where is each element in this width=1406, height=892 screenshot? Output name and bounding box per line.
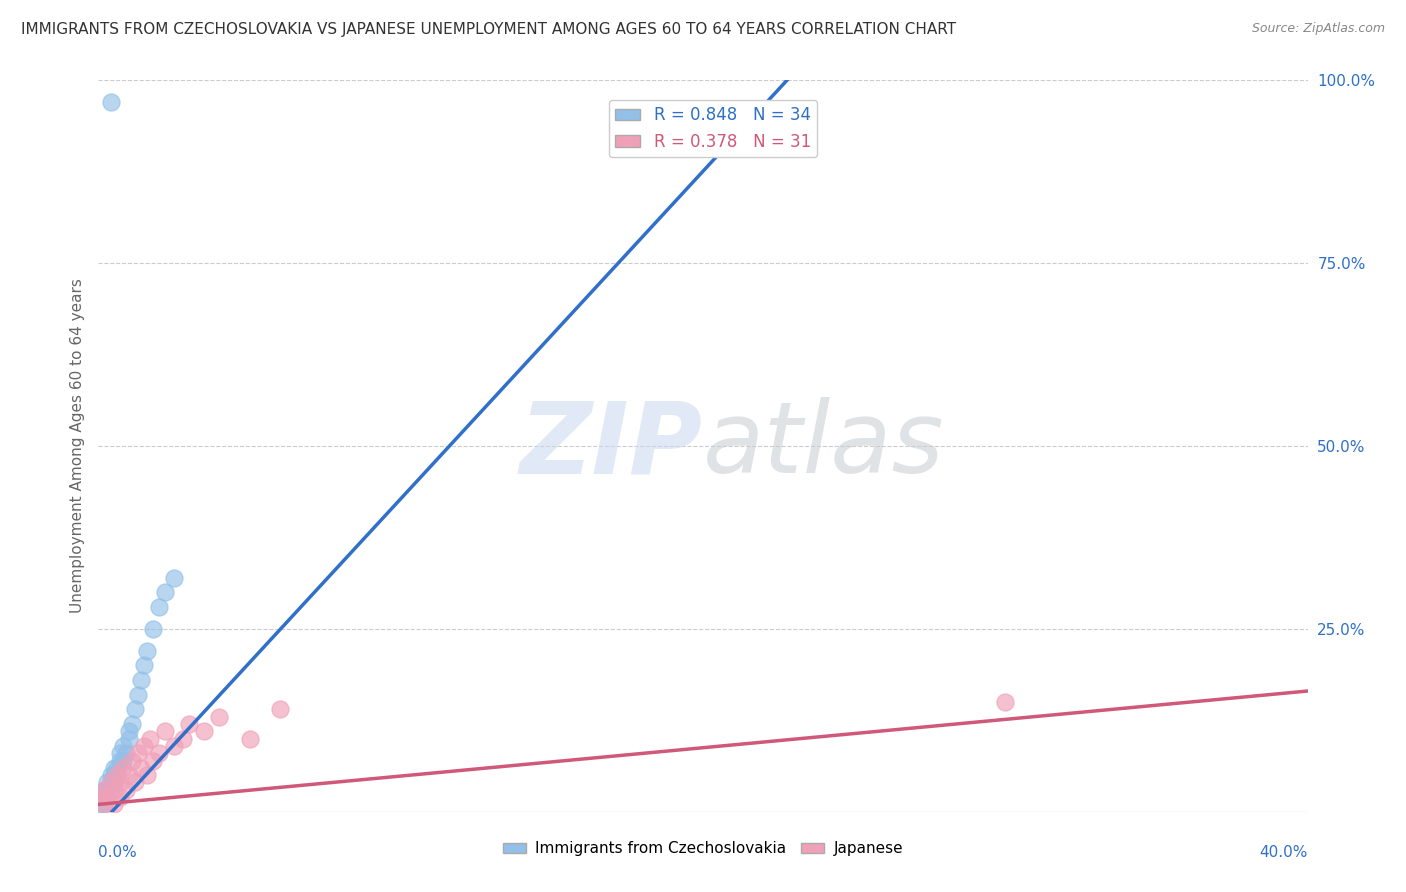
Point (90, 797, 112, 812)
Point (103, 782, 125, 797)
Point (269, 702, 291, 716)
Point (103, 761, 125, 775)
Point (124, 775, 146, 789)
Point (111, 761, 134, 775)
Point (121, 754, 143, 768)
Point (148, 746, 170, 760)
Point (114, 782, 136, 797)
Point (111, 739, 134, 753)
Point (127, 688, 149, 702)
Point (108, 790, 131, 805)
Point (105, 768, 128, 782)
Point (100, 95, 122, 110)
Point (121, 717, 143, 731)
Point (118, 768, 141, 782)
Point (105, 768, 128, 782)
Point (93, 790, 115, 805)
Point (132, 658, 155, 673)
Point (163, 571, 186, 585)
Point (139, 731, 162, 746)
Text: IMMIGRANTS FROM CZECHOSLOVAKIA VS JAPANESE UNEMPLOYMENT AMONG AGES 60 TO 64 YEAR: IMMIGRANTS FROM CZECHOSLOVAKIA VS JAPANE… (21, 22, 956, 37)
Point (163, 739, 186, 753)
Point (148, 599, 170, 614)
Point (193, 724, 215, 739)
Point (153, 724, 176, 739)
Point (93, 797, 115, 812)
Point (96, 775, 118, 789)
Point (108, 775, 131, 789)
Point (179, 717, 201, 731)
Point (135, 644, 157, 658)
Point (135, 768, 157, 782)
Point (93, 797, 115, 812)
Point (124, 702, 146, 716)
Point (118, 724, 141, 739)
Point (105, 761, 128, 775)
Point (129, 673, 152, 687)
Point (100, 775, 122, 789)
Point (100, 768, 122, 782)
Point (90, 790, 112, 805)
Point (994, 695, 1017, 709)
Point (239, 731, 262, 746)
Y-axis label: Unemployment Among Ages 60 to 64 years: Unemployment Among Ages 60 to 64 years (69, 278, 84, 614)
Point (172, 731, 194, 746)
Point (103, 797, 125, 812)
Text: Source: ZipAtlas.com: Source: ZipAtlas.com (1251, 22, 1385, 36)
Point (96, 790, 118, 805)
Point (96, 782, 118, 797)
Text: ZIP: ZIP (520, 398, 703, 494)
Point (132, 739, 155, 753)
Point (90, 790, 112, 805)
Text: atlas: atlas (703, 398, 945, 494)
Text: 0.0%: 0.0% (98, 845, 138, 860)
Point (127, 746, 149, 760)
Point (118, 731, 141, 746)
Point (142, 622, 165, 636)
Point (103, 768, 125, 782)
Point (111, 754, 134, 768)
Point (114, 746, 136, 760)
Point (142, 754, 165, 768)
Point (108, 746, 131, 760)
Point (100, 775, 122, 789)
Point (103, 775, 125, 789)
Point (93, 782, 115, 797)
Point (153, 585, 176, 599)
Legend: Immigrants from Czechoslovakia, Japanese: Immigrants from Czechoslovakia, Japanese (496, 836, 910, 863)
Point (208, 709, 231, 723)
Point (108, 754, 131, 768)
Text: 40.0%: 40.0% (1260, 845, 1308, 860)
Point (93, 782, 115, 797)
Point (100, 782, 122, 797)
Point (129, 761, 152, 775)
Point (96, 790, 118, 805)
